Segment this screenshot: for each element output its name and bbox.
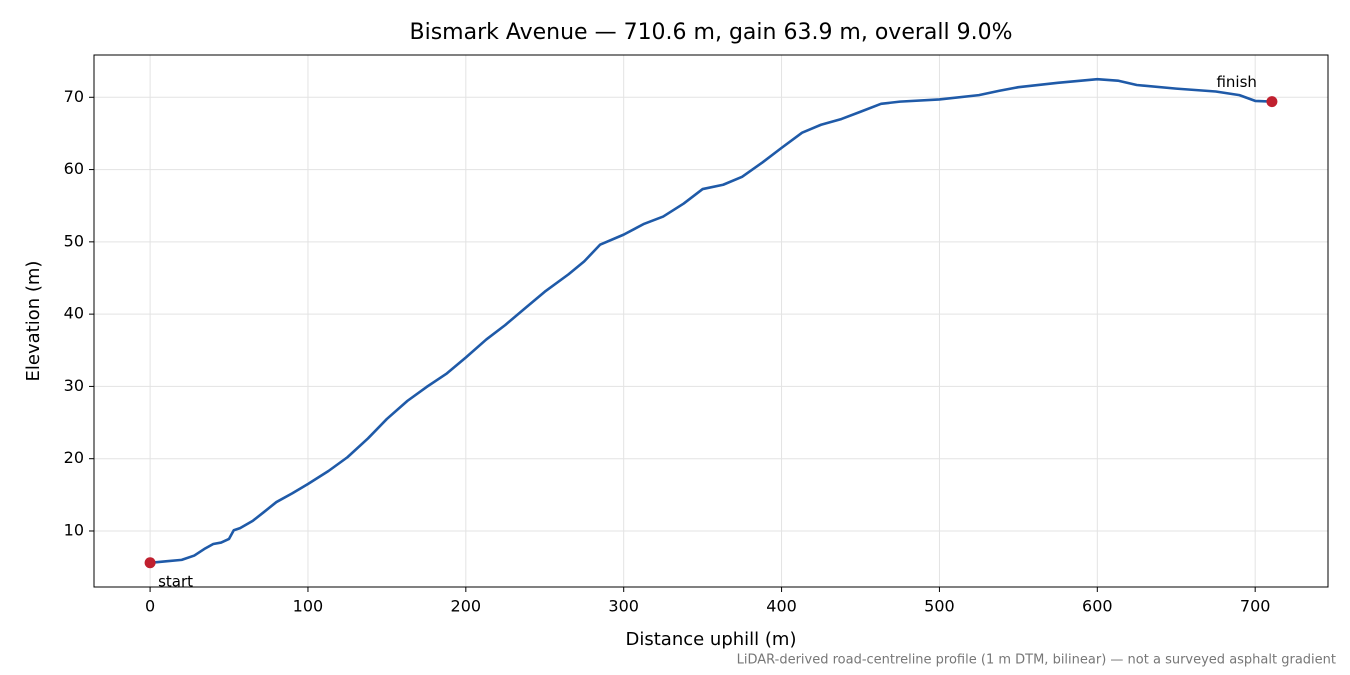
plot-frame: [93, 54, 1329, 588]
y-tick-label: 60: [64, 159, 84, 178]
endpoint-label: start: [158, 572, 193, 590]
x-tick-label: 400: [766, 597, 797, 616]
y-axis-label: Elevation (m): [23, 261, 44, 382]
endpoint-marker: [1266, 96, 1278, 108]
endpoint-label: finish: [1216, 73, 1256, 91]
x-tick-label: 500: [924, 597, 955, 616]
x-tick-label: 600: [1082, 597, 1113, 616]
y-tick-label: 20: [64, 448, 84, 467]
x-tick-label: 700: [1240, 597, 1271, 616]
x-tick-label: 0: [145, 597, 155, 616]
y-tick-label: 70: [64, 87, 84, 106]
y-tick-label: 30: [64, 376, 84, 395]
y-tick-label: 50: [64, 231, 84, 250]
elevation-line: [149, 77, 1272, 565]
y-tick-label: 40: [64, 304, 84, 323]
y-tick-label: 10: [64, 520, 84, 539]
x-axis-label: Distance uphill (m): [626, 629, 797, 650]
endpoint-marker: [144, 557, 156, 569]
x-tick-label: 300: [608, 597, 639, 616]
x-tick-label: 200: [451, 597, 482, 616]
footnote: LiDAR-derived road-centreline profile (1…: [737, 653, 1336, 668]
chart-title: Bismark Avenue — 710.6 m, gain 63.9 m, o…: [409, 20, 1012, 45]
x-tick-label: 100: [293, 597, 324, 616]
